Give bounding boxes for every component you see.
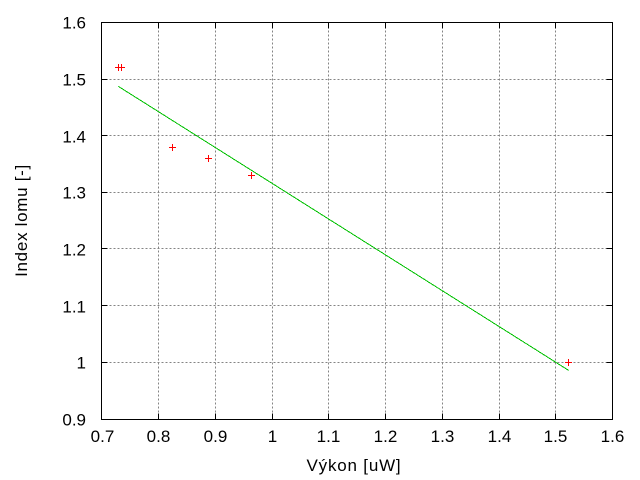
svg-text:1.1: 1.1 <box>62 298 86 317</box>
svg-text:0.9: 0.9 <box>204 427 228 446</box>
svg-text:1.4: 1.4 <box>62 128 86 147</box>
svg-text:0.9: 0.9 <box>62 411 86 430</box>
svg-text:1.5: 1.5 <box>544 427 568 446</box>
svg-text:1.6: 1.6 <box>62 14 86 33</box>
svg-text:1.5: 1.5 <box>62 71 86 90</box>
svg-text:1: 1 <box>268 427 277 446</box>
svg-text:1.1: 1.1 <box>317 427 341 446</box>
svg-text:1.4: 1.4 <box>488 427 512 446</box>
svg-text:1.2: 1.2 <box>62 241 86 260</box>
svg-text:1.3: 1.3 <box>62 184 86 203</box>
svg-text:Výkon [uW]: Výkon [uW] <box>307 456 402 475</box>
svg-text:1.6: 1.6 <box>601 427 625 446</box>
svg-text:1: 1 <box>77 354 86 373</box>
svg-text:1.3: 1.3 <box>431 427 455 446</box>
svg-text:1.2: 1.2 <box>374 427 398 446</box>
svg-text:Index lomu [-]: Index lomu [-] <box>12 164 31 277</box>
svg-text:0.8: 0.8 <box>147 427 171 446</box>
svg-text:0.7: 0.7 <box>91 427 115 446</box>
